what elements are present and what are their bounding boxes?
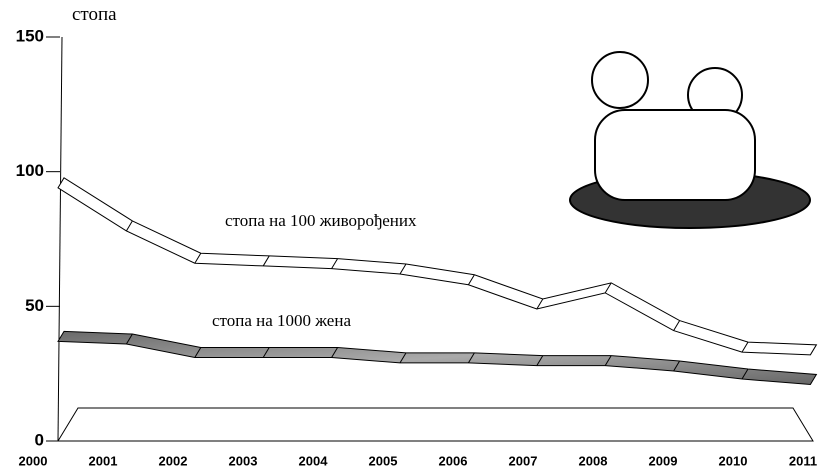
ribbon-fold: [194, 252, 202, 264]
ribbon-fold: [467, 274, 475, 286]
ribbon-fold: [604, 282, 612, 294]
ribbon-fold: [741, 341, 749, 353]
ribbon-fold: [673, 320, 681, 331]
ribbon-fold: [331, 258, 339, 269]
x-tick-label: 2008: [579, 453, 608, 468]
x-tick-label: 2002: [159, 453, 188, 468]
ribbon-fold: [399, 352, 407, 364]
y-tick-label: 50: [25, 296, 44, 315]
x-tick-label: 2005: [369, 453, 398, 468]
ribbon-fold: [125, 333, 133, 345]
ribbon: [57, 177, 818, 356]
series-label: стопа на 1000 жена: [212, 311, 351, 330]
y-tick-label: 100: [16, 161, 44, 180]
x-tick-label: 2009: [649, 453, 678, 468]
ribbon-fold: [262, 255, 270, 267]
x-tick-label: 2000: [19, 453, 48, 468]
series-label: стопа на 100 живорођених: [225, 211, 417, 230]
ribbon-fold: [536, 298, 544, 310]
ribbon-fold: [331, 347, 339, 358]
x-tick-label: 2001: [89, 453, 118, 468]
ribbon-fold: [262, 347, 270, 358]
y-tick-label: 150: [16, 26, 44, 45]
x-tick-label: 2003: [229, 453, 258, 468]
ribbon-fold: [604, 355, 612, 366]
x-tick-label: 2007: [509, 453, 538, 468]
x-tick-label: 2010: [719, 453, 748, 468]
ribbon-fold: [741, 368, 749, 380]
ribbon-fold: [125, 220, 133, 232]
ribbon-fold: [673, 360, 681, 372]
x-tick-label: 2006: [439, 453, 468, 468]
ribbon-fold: [399, 263, 407, 275]
x-tick-label: 2011: [789, 453, 817, 468]
y-axis-label: стопа: [72, 4, 117, 25]
ribbon-fold: [536, 355, 544, 366]
y-axis: [57, 36, 63, 442]
ribbon-fold: [194, 347, 202, 358]
y-tick-label: 0: [35, 430, 44, 449]
ribbon-fold: [467, 352, 475, 364]
family-clipart: [569, 51, 811, 229]
floor: [57, 407, 814, 442]
x-tick-label: 2004: [299, 453, 329, 468]
